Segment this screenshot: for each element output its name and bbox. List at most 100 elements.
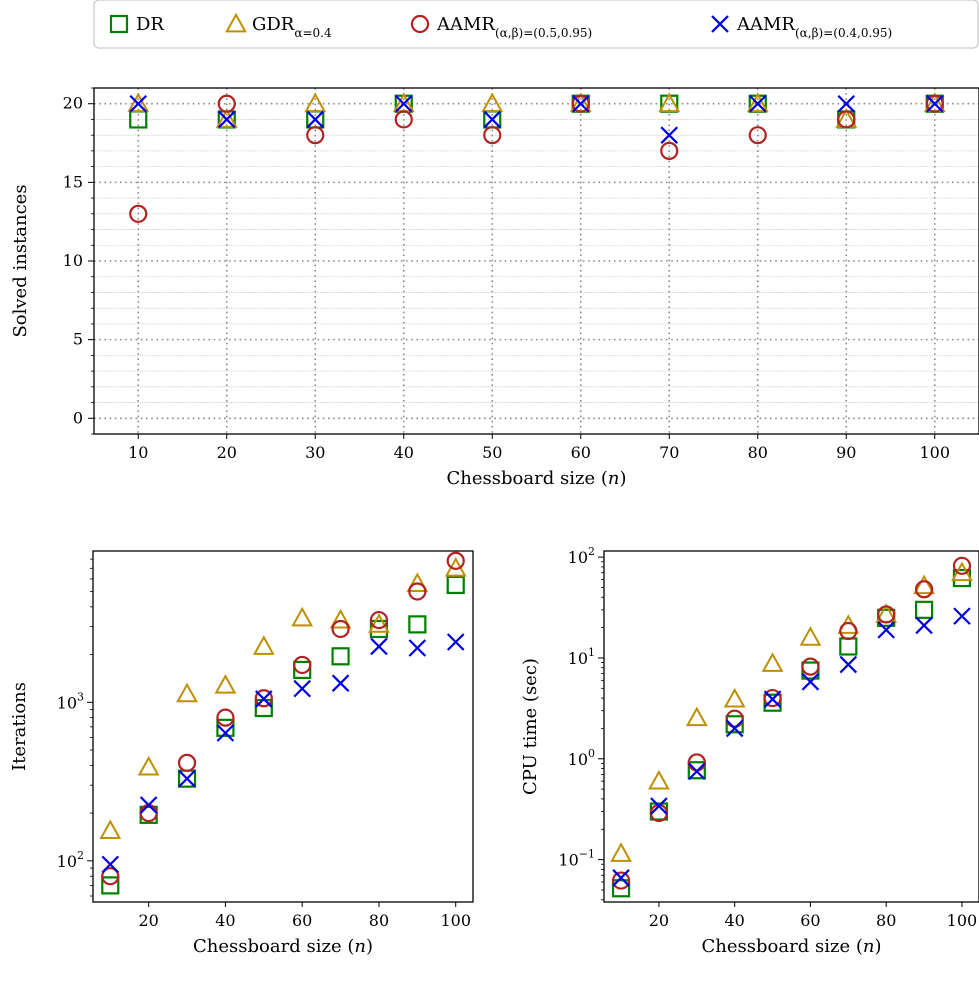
series-aamr2 [612,607,971,887]
point-aamr2 [688,762,706,781]
x-tick-label: 60 [800,911,820,930]
point-aamr2 [571,94,590,113]
point-aamr2 [650,797,668,815]
legend-marker [225,12,247,33]
y-tick-label: 100 [568,747,595,769]
point-dr [725,715,744,734]
point-aamr2 [763,690,782,708]
y-tick-label: 20 [63,94,83,113]
point-aamr2 [612,869,630,887]
point-aamr2 [877,621,895,639]
point-aamr2 [178,769,196,788]
point-dr [446,575,465,595]
point-aamr2 [748,94,767,113]
point-aamr1 [394,110,413,129]
point-dr [611,879,631,898]
legend-entry-aamr2: AAMR(α,β)=(0.4,0.95) [711,14,892,40]
legend-label: AAMR(α,β)=(0.4,0.95) [736,14,892,40]
y-axis-label: CPU time (sec) [520,658,541,795]
y-tick-label: 10 [63,251,83,270]
cpu-time-chart: 20 40 60 80 100 10−1 100 101 102 Chessboard size … [520,545,979,957]
point-dr [101,876,120,895]
point-aamr1 [914,580,934,599]
series-aamr1 [129,94,944,223]
series-dr [129,94,944,129]
point-gdr [252,635,275,655]
point-aamr1 [408,582,427,601]
point-aamr2 [255,690,273,708]
point-dr [839,637,858,656]
point-aamr2 [408,639,427,657]
x-tick-label: 40 [394,443,414,462]
point-aamr1 [101,867,120,886]
y-tick-label: 5 [73,330,83,349]
point-gdr [215,108,238,128]
y-tick-label: 15 [63,172,83,191]
point-aamr2 [216,724,235,742]
point-aamr2 [139,796,158,814]
point-aamr1 [177,753,197,772]
point-aamr2 [101,855,120,874]
y-tick-label: 102 [568,545,595,567]
x-tick-label: 90 [836,443,856,462]
legend-entry-gdr: GDRα=0.4 [225,12,332,40]
series-aamr2 [101,633,465,874]
point-aamr1 [446,551,465,570]
data-points [610,556,973,898]
point-aamr2 [839,655,858,674]
point-dr [293,660,312,680]
point-aamr1 [925,94,944,113]
point-aamr1 [483,126,502,145]
point-gdr [137,755,160,776]
point-aamr2 [293,679,311,698]
point-dr [216,718,235,737]
point-gdr [127,92,150,113]
point-aamr2 [306,110,325,129]
point-dr [914,600,934,619]
point-aamr2 [217,110,236,129]
point-aamr1 [293,655,312,675]
point-gdr [291,606,314,627]
point-aamr1 [254,689,273,708]
point-gdr [610,842,632,862]
point-aamr1 [216,708,235,727]
point-gdr [746,92,769,113]
y-tick-label: 10−1 [558,848,595,870]
y-axis-label: Iterations [9,682,30,771]
point-aamr1 [801,657,820,676]
point-aamr2 [801,673,820,691]
point-aamr1 [839,621,858,641]
x-tick-label: 70 [659,443,679,462]
legend: DR GDRα=0.4 AAMR(α,β)=(0.5,0.95) AAMR(α,β)=… [93,0,979,49]
y-tick-label: 103 [57,690,84,712]
point-dr [331,647,350,666]
point-gdr [761,652,784,672]
grid-lines [94,87,979,435]
point-aamr2 [129,94,148,113]
x-tick-label: 80 [369,911,389,930]
point-aamr2 [915,616,933,635]
point-gdr [837,614,860,634]
x-tick-label: 100 [440,911,471,930]
y-tick-label: 102 [57,849,84,871]
point-aamr1 [611,871,631,890]
point-aamr1 [571,94,590,113]
legend-marker [711,15,729,33]
point-gdr [481,92,504,113]
point-gdr [176,682,198,703]
x-tick-label: 20 [649,911,669,930]
x-tick-label: 100 [947,911,978,930]
x-tick-label: 10 [128,443,148,462]
point-gdr [329,608,352,629]
y-tick-label: 101 [568,646,595,668]
series-gdr [99,557,467,840]
x-tick-label: 80 [876,911,896,930]
point-aamr2 [483,110,502,129]
x-axis-label: Chessboard size (n) [702,936,882,957]
point-aamr1 [952,556,972,575]
point-gdr [406,572,429,593]
series-dr [101,575,465,895]
point-aamr1 [748,126,767,145]
point-aamr1 [369,610,389,630]
